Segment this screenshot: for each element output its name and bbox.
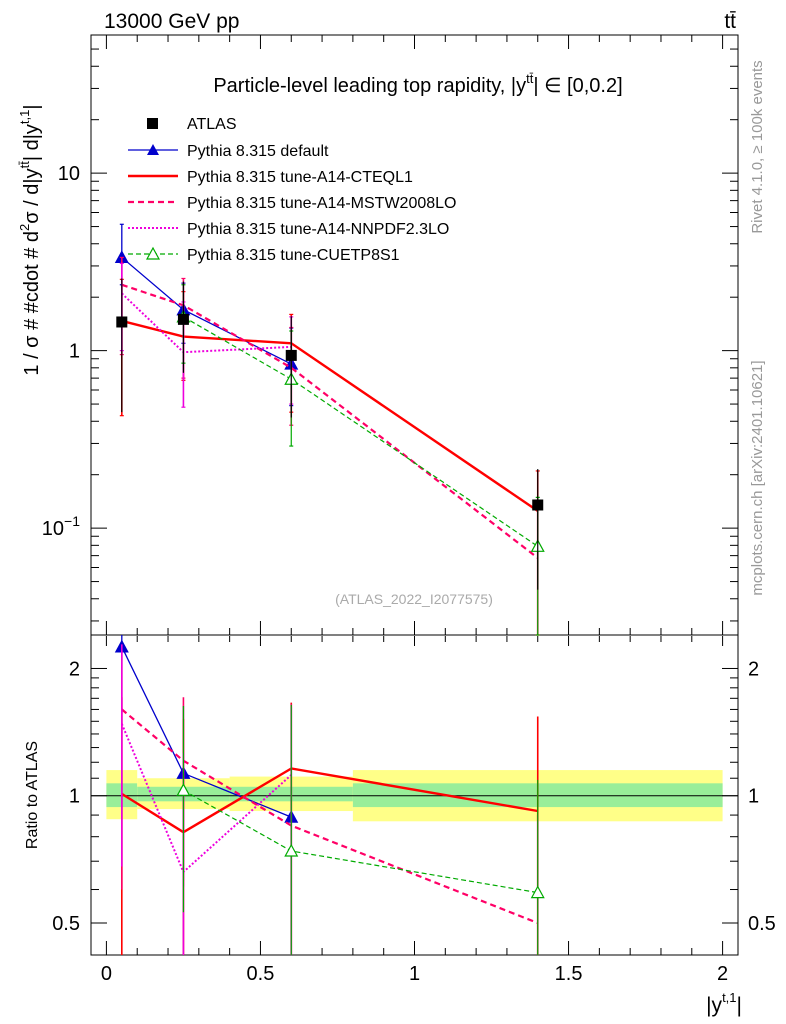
ratio-marker <box>530 885 545 899</box>
series-line <box>121 256 292 365</box>
x-tick-label: 0 <box>101 963 112 985</box>
x-tick-label: 1.5 <box>555 963 583 985</box>
legend-label-atlas: ATLAS <box>187 116 237 133</box>
ratio-y-axis-title: Ratio to ATLAS <box>24 741 41 849</box>
series-line <box>183 316 539 547</box>
legend-label-cteql1: Pythia 8.315 tune-A14-CTEQL1 <box>187 169 413 186</box>
ratio-tick-label: 0.5 <box>52 913 80 935</box>
ratio-marker <box>176 783 191 796</box>
data-point <box>116 316 128 328</box>
ratio-line <box>121 708 539 925</box>
analysis-id: (ATLAS_2022_I2077575) <box>335 591 493 607</box>
plot-title: Particle-level leading top rapidity, |yt… <box>213 71 622 97</box>
legend-label-nnpdf23lo: Pythia 8.315 tune-A14-NNPDF2.3LO <box>187 221 449 238</box>
x-axis-title: |yt,1| <box>706 990 742 1017</box>
legend-marker-cuetp8s1 <box>145 246 161 260</box>
data-point <box>177 313 189 325</box>
legend-marker-atlas <box>147 118 158 129</box>
legend: ATLAS Pythia 8.315 default Pythia 8.315 … <box>128 116 456 264</box>
y-tick-label: 10 <box>58 163 80 185</box>
x-tick-label: 0.5 <box>247 963 275 985</box>
ratio-tick-label-right: 2 <box>748 658 759 680</box>
ratio-tick-label: 2 <box>69 658 80 680</box>
legend-label-mstw2008lo: Pythia 8.315 tune-A14-MSTW2008LO <box>187 195 456 212</box>
x-tick-label: 1 <box>409 963 420 985</box>
y-tick-label: 10−1 <box>42 513 80 540</box>
x-tick-label: 2 <box>717 963 728 985</box>
process-label: tt̄ <box>724 10 736 33</box>
y-tick-label: 1 <box>69 341 80 363</box>
y-axis-title: 1 / σ # #cdot # d2σ / d|ytt̄| d|yt,1| <box>17 104 43 375</box>
beam-label: 13000 GeV pp <box>104 10 239 33</box>
ratio-marker <box>284 843 299 857</box>
legend-label-cuetp8s1: Pythia 8.315 tune-CUETP8S1 <box>187 247 400 264</box>
data-point <box>532 499 544 511</box>
rivet-label: Rivet 4.1.0, ≥ 100k events <box>749 60 766 233</box>
data-point <box>285 349 297 361</box>
ratio-tick-label: 1 <box>69 786 80 808</box>
legend-marker-default <box>147 144 159 155</box>
ratio-line <box>121 767 538 834</box>
series-line <box>121 292 292 354</box>
series-line <box>121 319 539 512</box>
ratio-tick-label-right: 0.5 <box>748 913 776 935</box>
legend-label-default: Pythia 8.315 default <box>187 143 329 160</box>
mcplots-label: mcplots.cern.ch [arXiv:2401.10621] <box>749 360 766 595</box>
ratio-tick-label-right: 1 <box>748 786 759 808</box>
